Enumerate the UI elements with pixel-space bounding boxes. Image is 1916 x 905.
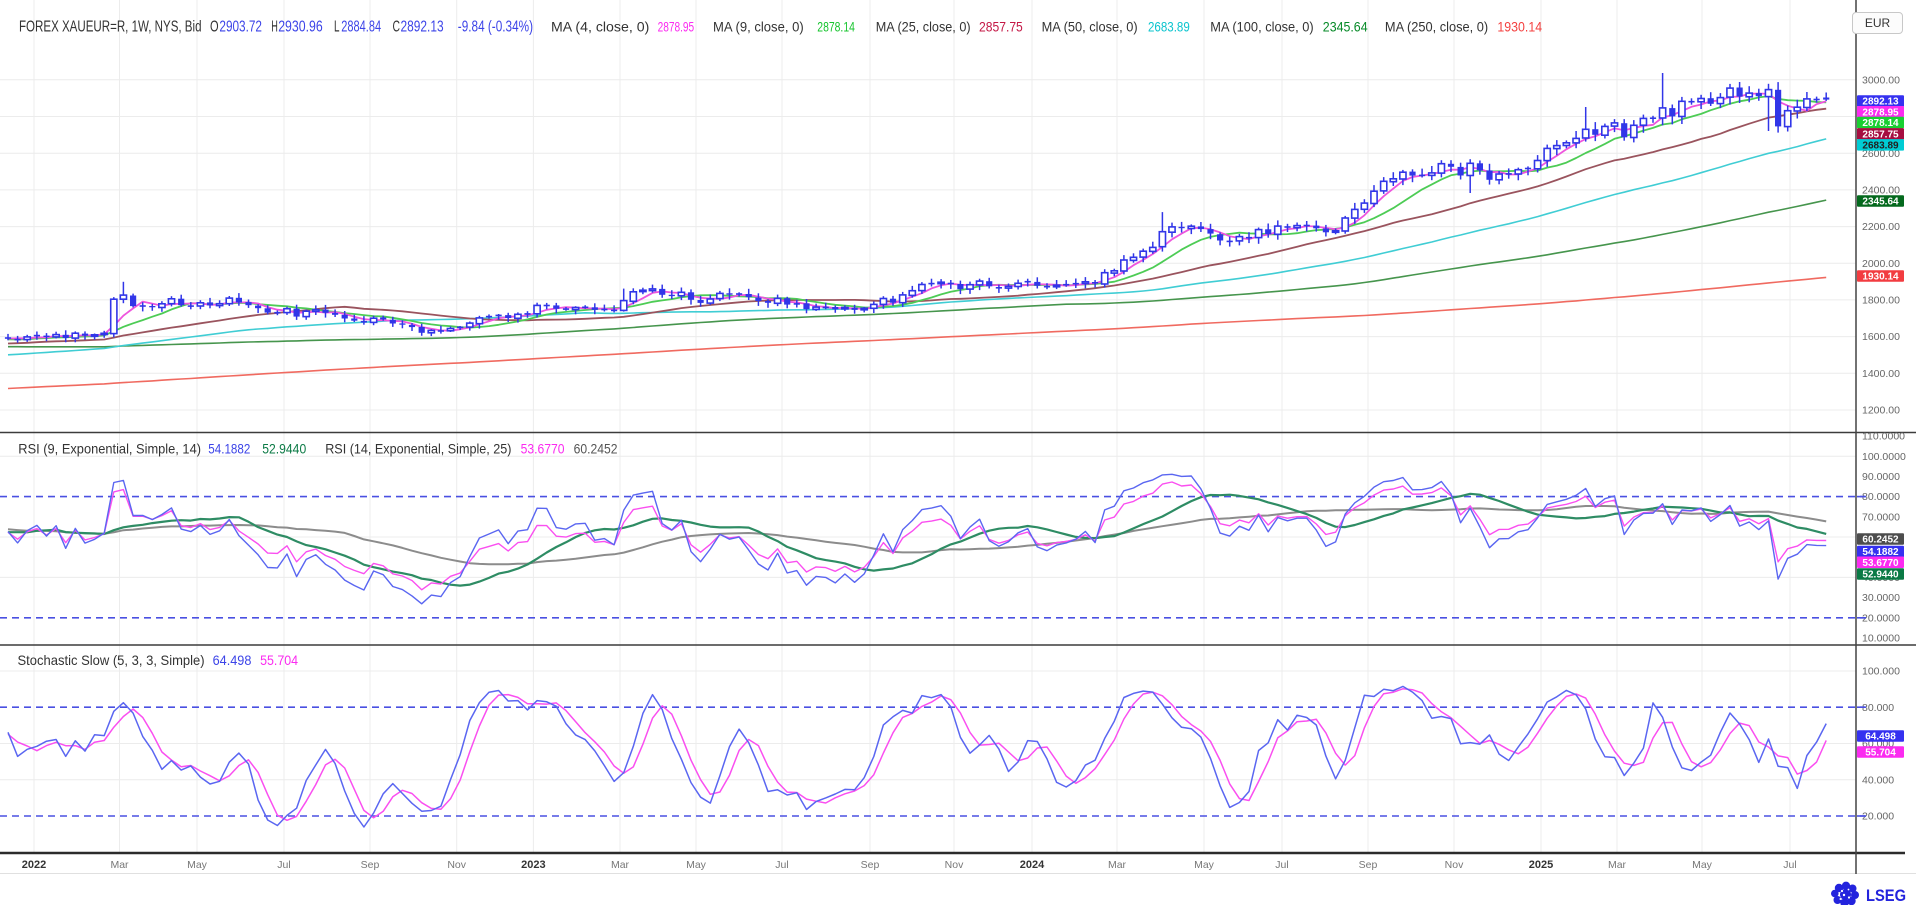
svg-text:May: May [686, 859, 707, 871]
svg-text:2022: 2022 [22, 859, 46, 871]
svg-text:May: May [1194, 859, 1215, 871]
svg-text:Mar: Mar [1108, 859, 1127, 871]
svg-text:1600.00: 1600.00 [1862, 331, 1900, 343]
svg-text:Jul: Jul [277, 859, 290, 871]
svg-text:MA (25, close, 0): MA (25, close, 0) [876, 20, 971, 35]
svg-text:70.0000: 70.0000 [1862, 511, 1900, 523]
svg-text:2878.14: 2878.14 [817, 20, 855, 35]
svg-text:MA (4, close, 0): MA (4, close, 0) [551, 20, 649, 35]
svg-text:-9.84 (-0.34%): -9.84 (-0.34%) [458, 19, 533, 36]
svg-text:60.2452: 60.2452 [574, 441, 618, 457]
svg-text:10.0000: 10.0000 [1862, 633, 1900, 645]
svg-text:Stochastic Slow (5, 3, 3, Simp: Stochastic Slow (5, 3, 3, Simple) [18, 652, 205, 668]
svg-text:54.1882: 54.1882 [208, 441, 250, 457]
svg-text:Mar: Mar [110, 859, 129, 871]
svg-text:30.0000: 30.0000 [1862, 592, 1900, 604]
svg-text:1800.00: 1800.00 [1862, 295, 1900, 307]
svg-text:2200.00: 2200.00 [1862, 221, 1900, 233]
svg-text:2683.89: 2683.89 [1862, 140, 1899, 151]
svg-text:55.704: 55.704 [260, 652, 298, 668]
svg-text:2930.96: 2930.96 [278, 19, 323, 36]
svg-text:1400.00: 1400.00 [1862, 368, 1900, 380]
svg-text:2884.84: 2884.84 [341, 19, 381, 36]
svg-text:2400.00: 2400.00 [1862, 185, 1900, 197]
svg-text:2857.75: 2857.75 [979, 20, 1023, 35]
svg-text:Nov: Nov [1445, 859, 1464, 871]
svg-text:Jul: Jul [1783, 859, 1796, 871]
svg-text:2683.89: 2683.89 [1148, 20, 1190, 35]
svg-text:52.9440: 52.9440 [262, 441, 306, 457]
svg-text:2345.64: 2345.64 [1862, 197, 1899, 208]
svg-text:O: O [210, 19, 219, 36]
svg-text:1200.00: 1200.00 [1862, 405, 1900, 417]
svg-text:54.1882: 54.1882 [1862, 547, 1899, 558]
svg-text:MA (100, close, 0): MA (100, close, 0) [1210, 20, 1313, 35]
svg-text:53.6770: 53.6770 [521, 441, 565, 457]
svg-text:53.6770: 53.6770 [1862, 558, 1899, 569]
svg-text:20.0000: 20.0000 [1862, 612, 1900, 624]
svg-text:40.000: 40.000 [1862, 774, 1894, 786]
svg-text:C: C [393, 19, 401, 36]
svg-text:L: L [334, 19, 340, 36]
svg-text:LSEG: LSEG [1866, 887, 1906, 905]
svg-text:110.0000: 110.0000 [1862, 431, 1905, 443]
svg-text:May: May [187, 859, 208, 871]
svg-text:2023: 2023 [521, 859, 545, 871]
svg-text:60.2452: 60.2452 [1862, 535, 1899, 546]
svg-text:Sep: Sep [361, 859, 380, 871]
svg-text:100.000: 100.000 [1862, 666, 1900, 678]
svg-text:20.000: 20.000 [1862, 811, 1894, 823]
svg-text:2892.13: 2892.13 [401, 19, 444, 36]
svg-text:Jul: Jul [1275, 859, 1288, 871]
svg-text:2024: 2024 [1020, 859, 1045, 871]
svg-text:Sep: Sep [861, 859, 880, 871]
svg-text:3000.00: 3000.00 [1862, 74, 1900, 86]
svg-text:Sep: Sep [1359, 859, 1378, 871]
svg-text:FOREX XAUEUR=R, 1W, NYS, Bid: FOREX XAUEUR=R, 1W, NYS, Bid [19, 19, 202, 36]
svg-text:2903.72: 2903.72 [219, 19, 262, 36]
svg-text:2025: 2025 [1529, 859, 1553, 871]
svg-text:1930.14: 1930.14 [1497, 20, 1542, 35]
svg-text:2878.95: 2878.95 [1862, 107, 1899, 118]
svg-text:H: H [271, 19, 278, 36]
svg-text:2878.95: 2878.95 [658, 20, 695, 35]
svg-text:52.9440: 52.9440 [1862, 570, 1899, 581]
svg-text:MA (9, close, 0): MA (9, close, 0) [713, 20, 804, 35]
svg-text:Nov: Nov [945, 859, 964, 871]
svg-text:Jul: Jul [775, 859, 788, 871]
svg-text:Mar: Mar [1608, 859, 1627, 871]
svg-text:90.0000: 90.0000 [1862, 471, 1900, 483]
svg-text:RSI (14, Exponential, Simple,: RSI (14, Exponential, Simple, 25) [325, 441, 511, 457]
svg-text:100.0000: 100.0000 [1862, 451, 1906, 463]
svg-text:May: May [1692, 859, 1713, 871]
svg-text:64.498: 64.498 [1865, 732, 1896, 743]
svg-text:MA (50, close, 0): MA (50, close, 0) [1042, 20, 1138, 35]
svg-text:RSI (9, Exponential, Simple, 1: RSI (9, Exponential, Simple, 14) [18, 441, 201, 457]
svg-text:1930.14: 1930.14 [1862, 272, 1899, 283]
svg-text:64.498: 64.498 [213, 652, 252, 668]
svg-text:2878.14: 2878.14 [1862, 118, 1899, 129]
svg-text:Mar: Mar [611, 859, 630, 871]
svg-text:55.704: 55.704 [1865, 748, 1896, 759]
svg-text:Nov: Nov [447, 859, 466, 871]
svg-text:2600.00: 2600.00 [1862, 148, 1900, 160]
svg-text:MA (250, close, 0): MA (250, close, 0) [1385, 20, 1488, 35]
svg-text:EUR: EUR [1865, 16, 1891, 30]
svg-text:80.000: 80.000 [1862, 702, 1894, 714]
svg-text:2345.64: 2345.64 [1323, 20, 1368, 35]
svg-text:2857.75: 2857.75 [1862, 129, 1899, 140]
svg-text:2000.00: 2000.00 [1862, 258, 1900, 270]
svg-text:80.0000: 80.0000 [1862, 491, 1900, 503]
svg-text:2892.13: 2892.13 [1862, 97, 1899, 108]
